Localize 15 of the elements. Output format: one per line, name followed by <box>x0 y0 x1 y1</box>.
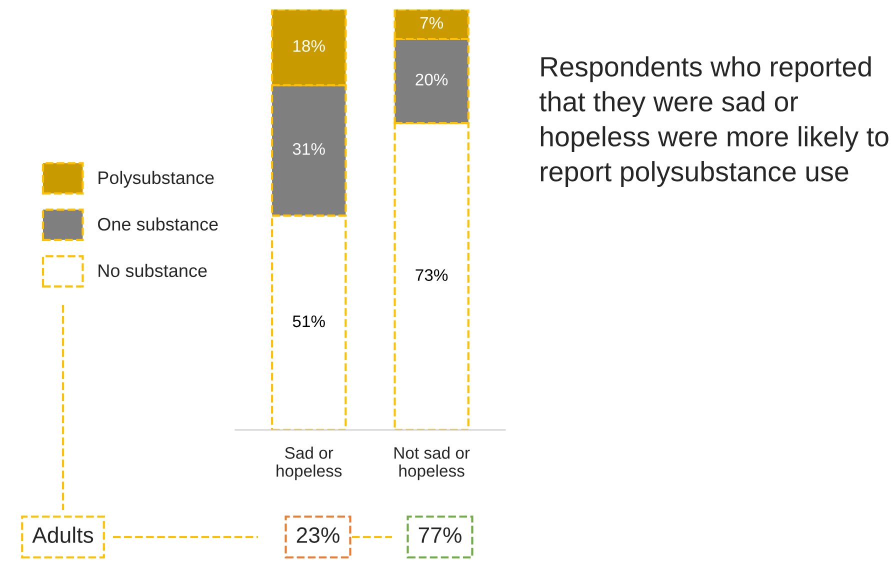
text: Respondents who reported that they were sad or hopeless were more likely to report polysubstance use <box>539 56 888 187</box>
text: Adults <box>32 526 94 543</box>
text: 77% <box>418 527 462 543</box>
legend-label: One substance <box>98 217 218 231</box>
legend-label: No substance <box>98 264 207 278</box>
data-label: 31% <box>292 143 325 155</box>
data-label: 20% <box>416 74 448 86</box>
text: 23% <box>296 527 340 543</box>
data-label: 73% <box>416 269 448 281</box>
legend-label: Polysubstance <box>98 170 214 188</box>
data-label: 51% <box>292 315 325 328</box>
x-tick-label: Sad or hopeless <box>276 446 342 480</box>
data-label: 18% <box>293 40 325 52</box>
x-tick-label: Not sad or hopeless <box>394 446 470 480</box>
data-label: 7% <box>420 17 444 29</box>
